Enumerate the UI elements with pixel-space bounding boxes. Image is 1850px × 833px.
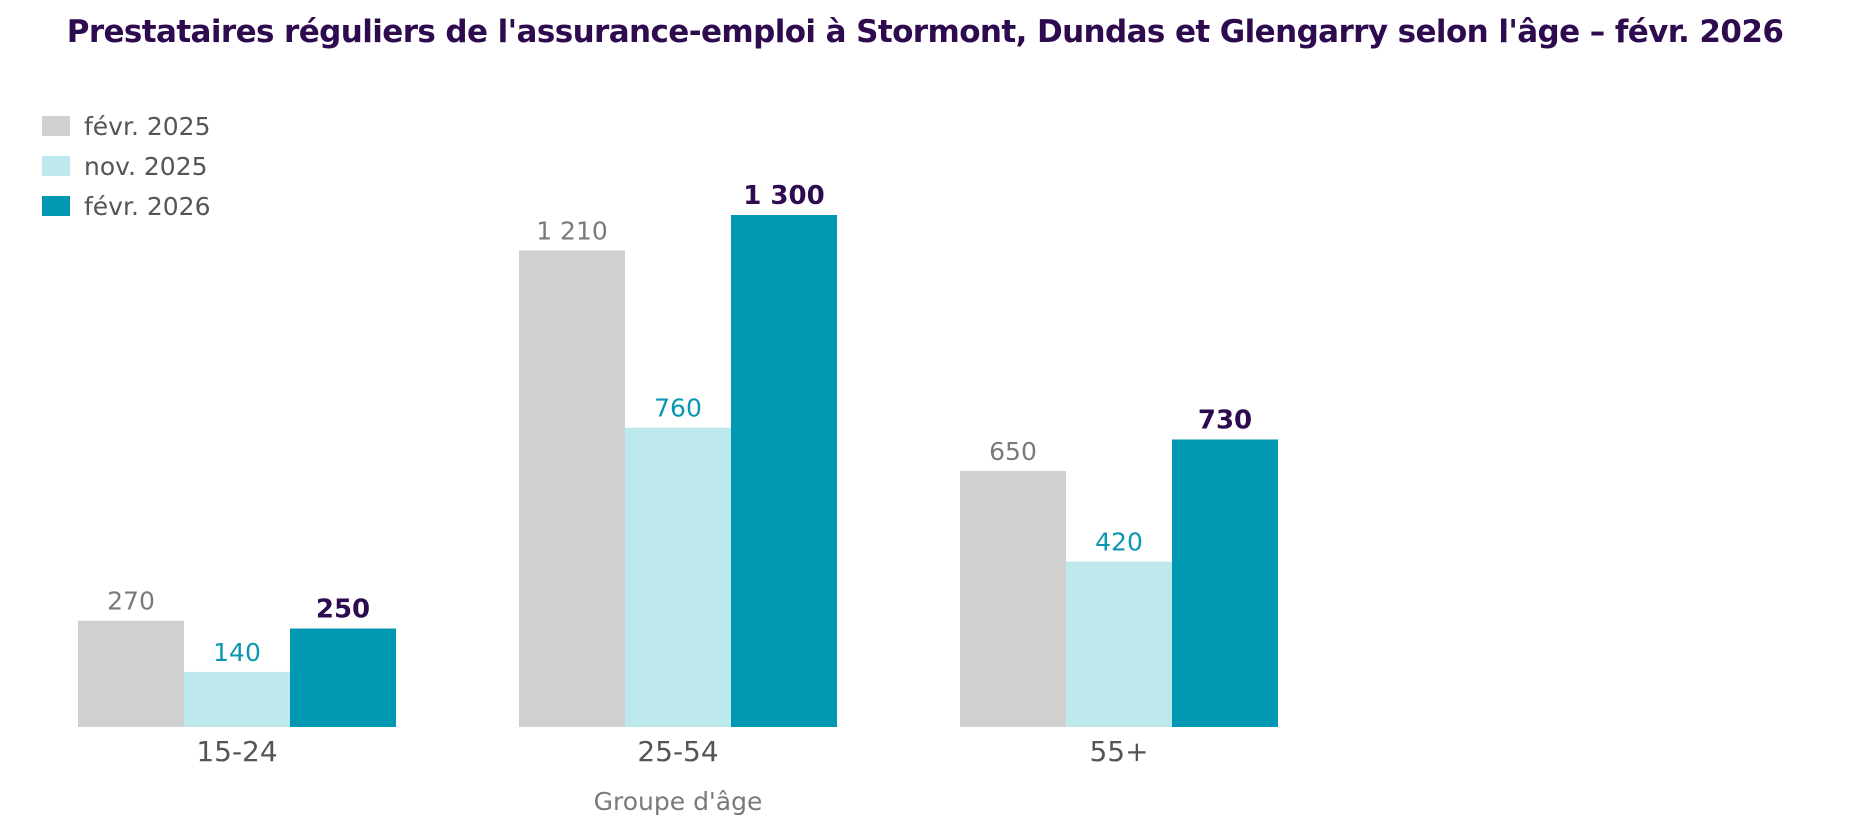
bar-15-24-nov-2025	[184, 671, 290, 727]
bar-55-nov-2025	[1066, 561, 1172, 727]
value-label-55-nov-2025: 420	[1095, 528, 1143, 557]
value-label-55-f-vr-2025: 650	[989, 437, 1037, 466]
value-label-25-54-f-vr-2026: 1 300	[743, 181, 824, 211]
legend-label-nov-2025: nov. 2025	[84, 151, 208, 181]
value-label-15-24-f-vr-2026: 250	[316, 595, 370, 625]
value-labels-group: 270 140 250 1 210 760 1 300 650 420 730	[107, 181, 1252, 667]
bar-25-54-nov-2025	[625, 427, 731, 727]
value-label-25-54-nov-2025: 760	[654, 394, 702, 423]
value-label-15-24-f-vr-2025: 270	[107, 587, 155, 616]
bars-group	[78, 215, 1278, 727]
legend-label-feb-2025: févr. 2025	[84, 111, 211, 141]
category-label-15-24: 15-24	[196, 735, 277, 768]
x-axis-title: Groupe d'âge	[594, 787, 763, 816]
legend-item-nov-2025: nov. 2025	[42, 146, 210, 186]
legend-label-feb-2026: févr. 2026	[84, 191, 211, 221]
bar-55-f-vr-2025	[960, 471, 1066, 727]
category-label-25-54: 25-54	[637, 735, 718, 768]
category-label-55: 55+	[1089, 735, 1148, 768]
bar-55-f-vr-2026	[1172, 439, 1278, 727]
value-label-15-24-nov-2025: 140	[213, 638, 261, 667]
legend-item-feb-2025: févr. 2025	[42, 106, 210, 146]
legend-swatch-feb-2026	[42, 196, 70, 216]
bar-15-24-f-vr-2026	[290, 628, 396, 727]
legend-swatch-feb-2025	[42, 116, 70, 136]
legend: févr. 2025 nov. 2025 févr. 2026	[42, 106, 210, 226]
bar-25-54-f-vr-2025	[519, 250, 625, 727]
legend-item-feb-2026: févr. 2026	[42, 186, 210, 226]
value-label-25-54-f-vr-2025: 1 210	[536, 216, 608, 245]
chart-title: Prestataires réguliers de l'assurance-em…	[66, 14, 1784, 50]
legend-swatch-nov-2025	[42, 156, 70, 176]
bar-25-54-f-vr-2026	[731, 215, 837, 727]
category-labels-group: 15-24 25-54 55+	[196, 735, 1148, 768]
value-label-55-f-vr-2026: 730	[1198, 405, 1252, 435]
bar-15-24-f-vr-2025	[78, 620, 184, 727]
